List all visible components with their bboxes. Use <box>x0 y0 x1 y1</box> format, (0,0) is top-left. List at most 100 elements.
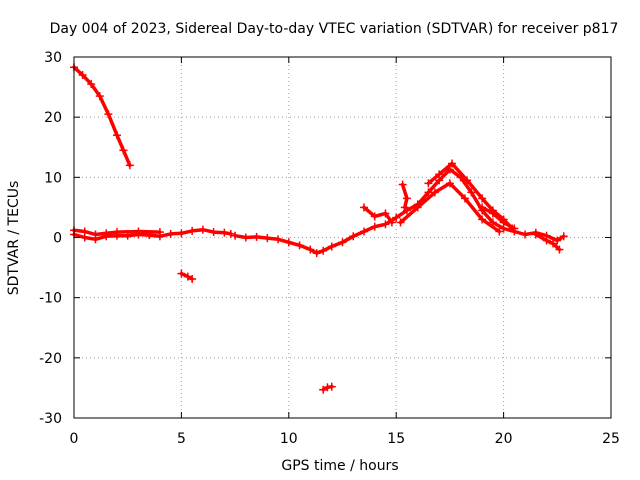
data-point <box>306 245 315 254</box>
data-point <box>359 227 368 236</box>
data-point <box>188 275 197 284</box>
x-axis-label: GPS time / hours <box>281 458 398 474</box>
data-trace <box>362 205 394 225</box>
y-axis-label: SDTVAR / TECUs <box>6 181 22 296</box>
data-point <box>559 232 568 241</box>
data-point <box>448 159 457 168</box>
data-point <box>359 203 368 212</box>
data-point <box>80 227 89 236</box>
data-point <box>327 242 336 251</box>
data-point <box>104 110 113 119</box>
data-point <box>478 194 487 203</box>
data-point <box>370 212 379 221</box>
data-point <box>463 176 472 185</box>
data-point <box>177 229 186 238</box>
data-point <box>510 224 519 233</box>
data-point <box>396 218 405 227</box>
data-point <box>125 161 134 170</box>
data-point <box>555 245 564 254</box>
y-tick-label: 0 <box>53 231 62 247</box>
x-tick-label: 20 <box>495 431 513 447</box>
data-point <box>521 230 530 239</box>
data-trace <box>72 65 132 168</box>
data-point <box>319 385 328 394</box>
data-point <box>381 209 390 218</box>
data-point <box>467 188 476 197</box>
data-point <box>134 227 143 236</box>
x-tick-label: 25 <box>602 431 620 447</box>
data-trace <box>480 205 517 231</box>
data-point <box>424 179 433 188</box>
data-point <box>531 230 540 239</box>
data-point <box>460 194 469 203</box>
y-tick-label: -30 <box>39 411 62 427</box>
data-point <box>231 231 240 240</box>
data-trace <box>233 167 566 255</box>
data-point <box>209 228 218 237</box>
data-point <box>188 226 197 235</box>
data-point <box>274 235 283 244</box>
data-point <box>284 238 293 247</box>
data-point <box>402 194 411 203</box>
data-point <box>370 222 379 231</box>
data-point <box>198 225 207 234</box>
data-layer <box>70 63 568 394</box>
data-point <box>338 238 347 247</box>
data-point <box>252 232 261 241</box>
data-point <box>430 188 439 197</box>
data-point <box>488 209 497 218</box>
data-trace <box>426 161 514 231</box>
data-point <box>119 146 128 155</box>
data-point <box>91 230 100 239</box>
data-point <box>112 228 121 237</box>
data-point <box>392 213 401 222</box>
y-tick-label: -20 <box>39 351 62 367</box>
data-point <box>499 218 508 227</box>
data-point <box>241 233 250 242</box>
x-tick-label: 5 <box>177 431 186 447</box>
data-point <box>263 234 272 243</box>
data-point <box>312 249 321 258</box>
data-point <box>542 236 551 245</box>
data-point <box>445 179 454 188</box>
y-tick-label: 30 <box>44 50 62 66</box>
data-point <box>226 229 235 238</box>
data-point <box>413 203 422 212</box>
y-tick-label: 20 <box>44 110 62 126</box>
data-point <box>549 239 558 248</box>
data-point <box>553 236 562 245</box>
data-point <box>319 246 328 255</box>
data-point <box>478 203 487 212</box>
data-point <box>177 269 186 278</box>
y-tick-label: 10 <box>44 170 62 186</box>
x-tick-label: 0 <box>70 431 79 447</box>
data-point <box>78 71 87 80</box>
data-point <box>349 232 358 241</box>
data-point <box>495 227 504 236</box>
data-point <box>295 241 304 250</box>
data-trace <box>72 227 233 242</box>
data-point <box>183 272 192 281</box>
data-point <box>155 228 164 237</box>
data-point <box>435 170 444 179</box>
data-point <box>102 229 111 238</box>
data-point <box>327 382 336 391</box>
data-point <box>87 80 96 89</box>
data-point <box>95 92 104 101</box>
grid <box>74 57 611 418</box>
x-tick-label: 10 <box>280 431 298 447</box>
data-point <box>220 228 229 237</box>
data-point <box>381 220 390 229</box>
chart-title: Day 004 of 2023, Sidereal Day-to-day VTE… <box>50 21 619 37</box>
data-point <box>478 215 487 224</box>
data-point <box>398 180 407 189</box>
data-point <box>166 229 175 238</box>
y-tick-label: -10 <box>39 291 62 307</box>
axis-ticks: 0 5 10 15 20 25 -30 -20 -10 0 10 20 30 <box>39 50 620 447</box>
data-trace <box>534 232 562 252</box>
data-point <box>387 218 396 227</box>
data-point <box>112 131 121 140</box>
x-tick-label: 15 <box>387 431 405 447</box>
data-point <box>400 203 409 212</box>
